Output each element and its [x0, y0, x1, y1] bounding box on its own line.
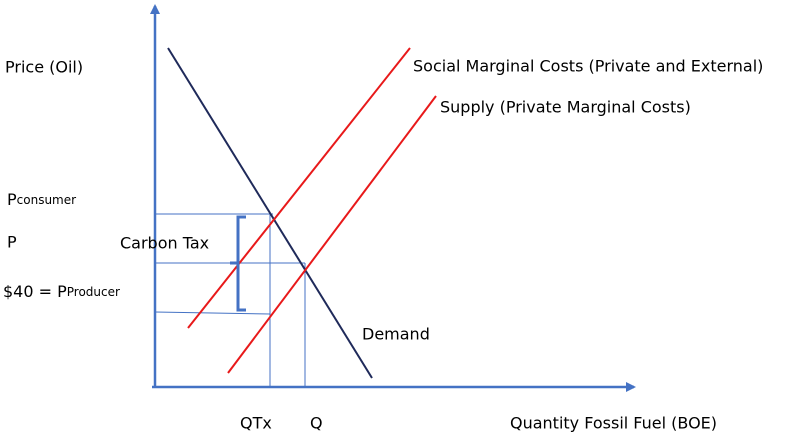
- price-label: P: [7, 233, 17, 252]
- tax-label: Carbon Tax: [120, 234, 209, 253]
- social-cost-curve: [187, 47, 411, 329]
- curve-label: Social Marginal Costs (Private and Exter…: [413, 57, 763, 76]
- tax-bracket: [230, 215, 246, 312]
- quantity-label: QTx: [240, 414, 272, 433]
- price-label: $40 = PProducer: [3, 282, 120, 301]
- y-axis-label: Price (Oil): [5, 58, 83, 77]
- curve-label: Supply (Private Marginal Costs): [440, 98, 691, 117]
- price-label-sub: consumer: [17, 193, 76, 207]
- supply-curve: [227, 95, 437, 374]
- price-label-main: $40 = P: [3, 282, 67, 301]
- quantity-label: Q: [310, 414, 323, 433]
- price-label-sub: Producer: [67, 285, 120, 299]
- price-label-main: P: [7, 190, 17, 209]
- price-label: Pconsumer: [7, 190, 76, 209]
- guide-line: [154, 311, 271, 315]
- curve-label: Demand: [362, 325, 430, 344]
- demand-curve: [167, 47, 373, 379]
- x-axis-label: Quantity Fossil Fuel (BOE): [510, 414, 717, 433]
